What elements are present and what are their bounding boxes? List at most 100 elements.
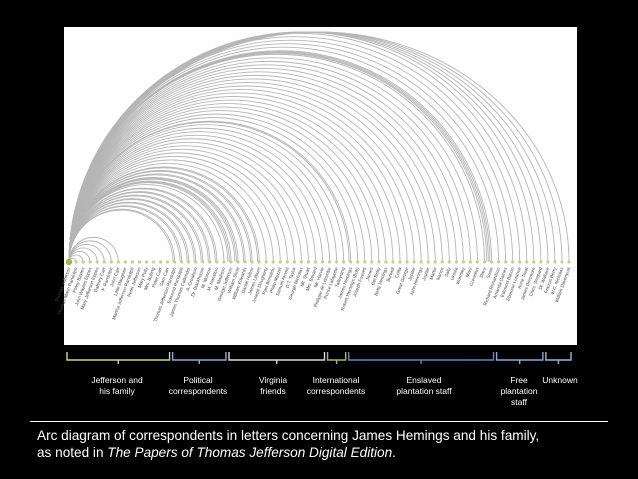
node-dot [370,260,374,264]
node-dot [215,260,219,264]
node-dot [560,260,564,264]
arc-critta [68,96,401,263]
node-dot [102,260,106,264]
node-dot [391,260,395,264]
arc-james-thomas-callender [68,202,188,263]
node-dot [165,260,170,264]
node-dot [433,260,437,264]
node-dot [65,258,73,266]
node-dot [194,260,198,264]
arc-cornelius [68,57,478,263]
node-dot [285,260,289,264]
arc-john-carr [68,236,119,263]
node-dot [468,260,473,264]
caption-title: The Papers of Thomas Jefferson Digital E… [107,445,393,460]
node-dot [158,260,163,264]
node-dot [208,260,212,264]
node-dot [412,260,416,264]
node-dot [151,260,156,264]
node-label: Jupiter [407,266,417,281]
node-dot [518,260,522,264]
node-label: Sam Carr [159,266,171,287]
node-label: Wormley [455,266,466,285]
group-label: Unknown [542,375,578,385]
node-dot [454,260,458,264]
node-dot [173,260,177,264]
node-dot [264,260,268,264]
arc-jupiter [68,82,429,263]
node-dot [327,260,332,264]
arc-philippe-de-l-tombe [68,131,331,263]
node-dot [349,260,353,264]
arc-william-edwards [68,174,244,263]
node-dot [137,260,142,264]
node-dot [384,260,388,264]
node-label: Martin [429,266,438,280]
node-dot [342,260,346,264]
node-dot [532,260,536,264]
group-label: Enslaved plantation staff [396,375,452,396]
arc-james [68,110,373,263]
arc-m-monroe [68,191,209,263]
node-dot [525,260,529,264]
node-dot [299,260,303,264]
node-dot [511,260,515,264]
node-dot [229,260,233,264]
caption-prefix: as noted in [37,445,108,460]
node-dot [475,260,480,264]
node-dot [440,260,444,264]
arc-william-davenport [68,31,570,263]
caption-line-2: as noted in The Papers of Thomas Jeffers… [37,444,617,461]
arc-james-lilburn [68,167,258,263]
group-bracket [495,352,544,361]
group-bracket [326,352,347,361]
node-label: Mary [465,266,473,278]
arc-mr-harvie [68,135,323,263]
arc-a-crowlson [68,198,195,263]
node-dot [180,260,184,264]
node-label: Jupiter [421,266,431,281]
node-dot [461,260,465,264]
node-label: Davy [479,266,488,278]
arc-ursula [68,67,457,263]
group-label: Virginia friends [258,375,288,396]
node-dot [250,260,254,264]
node-label: Susie [485,266,494,279]
node-dot [257,260,261,264]
node-dot [292,260,296,264]
node-dot [271,260,275,264]
arc-burwell [68,99,394,263]
node-dot [236,260,240,264]
node-dot [335,260,339,264]
node-dot [88,260,92,264]
node-dot [567,260,571,264]
node-dot [116,260,120,264]
node-label: Sally [444,266,452,278]
node-dot [130,260,134,264]
node-dot [447,260,451,264]
node-dot [95,260,99,264]
node-dot [222,260,226,264]
caption-suffix: . [392,445,396,460]
node-dot [398,260,402,264]
node-dot [504,260,508,264]
node-dot [81,260,85,264]
node-label: Critta [394,266,403,278]
node-dot [243,260,247,264]
arc-mary [68,60,471,263]
arc-great-george [68,92,408,263]
node-label: Nance [435,266,444,281]
node-dot [426,260,430,264]
node-dot [539,260,543,264]
node-label: Bet Betty [370,266,381,286]
arc-jupiter [68,89,415,263]
group-bracket [545,352,572,361]
node-dot [363,260,367,264]
caption-divider [30,421,608,422]
node-dot [144,260,149,264]
node-dot [553,260,557,264]
node-dot [320,260,325,264]
node-dot [123,260,127,264]
arc-james-hemings [68,121,350,263]
